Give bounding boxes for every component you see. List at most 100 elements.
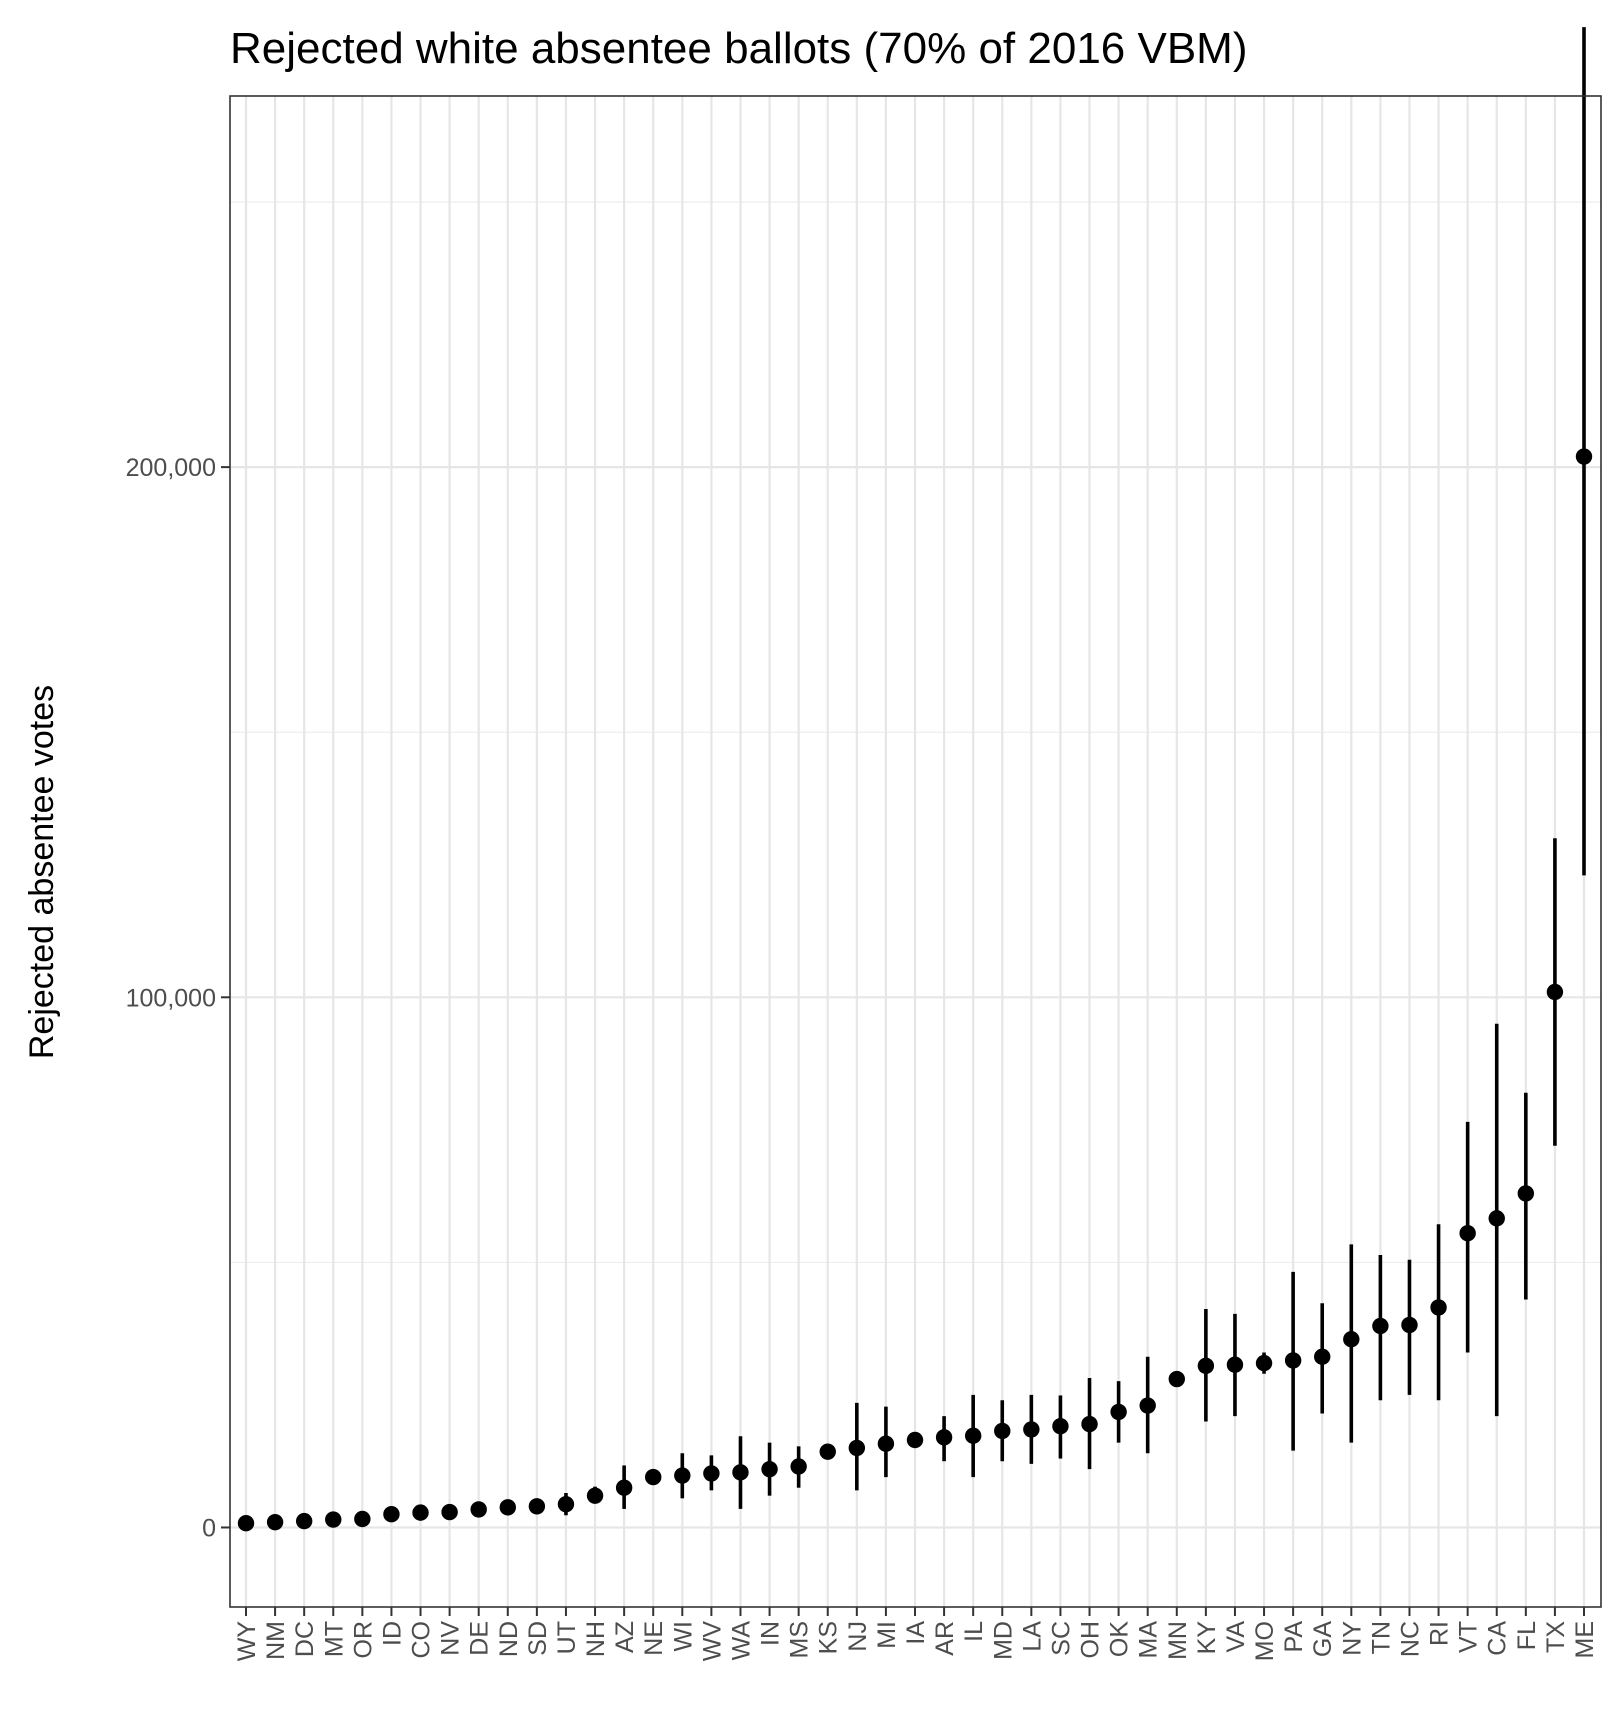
x-tick-label-ri: RI [1426,1621,1454,1646]
x-tick-label-mt: MT [320,1621,348,1657]
point-tx [1546,983,1564,1001]
x-tick-label-tx: TX [1542,1621,1570,1653]
x-tick-label-va: VA [1222,1621,1250,1653]
point-nj [848,1439,866,1457]
x-tick-label-id: ID [378,1621,406,1646]
point-ks [819,1443,836,1460]
x-tick-label-wv: WV [698,1621,726,1662]
point-de [470,1501,487,1518]
chart-title: Rejected white absentee ballots (70% of … [230,24,1247,73]
point-nh [586,1487,604,1504]
x-tick-label-me: ME [1571,1621,1599,1659]
x-tick-label-ma: MA [1135,1621,1163,1659]
point-in [761,1460,778,1478]
x-tick-label-sc: SC [1047,1621,1075,1656]
x-tick-label-az: AZ [611,1621,639,1653]
y-tick-label: 100,000 [126,984,216,1012]
x-tick-label-ga: GA [1309,1621,1337,1657]
point-ri [1430,1299,1447,1316]
grid [230,96,1601,1607]
point-dc [295,1512,313,1530]
point-pa [1284,1352,1302,1369]
point-ia [906,1431,924,1449]
x-tick-label-mo: MO [1251,1621,1279,1661]
x-tick-label-la: LA [1018,1621,1046,1652]
x-tick-label-ut: UT [553,1621,581,1654]
point-ga [1314,1348,1331,1365]
point-co [412,1504,429,1521]
point-tn [1372,1317,1389,1335]
point-nv [441,1503,458,1521]
point-ne [645,1468,662,1486]
point-mo [1255,1354,1273,1372]
point-wi [674,1467,691,1484]
point-md [994,1422,1011,1440]
point-id [383,1506,400,1523]
point-or [354,1510,371,1528]
x-tick-label-ok: OK [1106,1621,1134,1657]
x-tick-label-ca: CA [1484,1621,1512,1656]
x-tick-label-fl: FL [1513,1621,1541,1650]
x-tick-label-nc: NC [1396,1621,1424,1657]
x-tick-label-or: OR [349,1621,377,1659]
point-oh [1081,1415,1098,1433]
x-tick-label-mi: MI [873,1621,901,1649]
x-tick-label-ks: KS [815,1621,843,1654]
y-axis-label: Rejected absentee votes [23,685,61,1059]
point-ut [557,1495,575,1513]
point-nd [499,1499,516,1516]
point-vt [1459,1225,1476,1242]
x-tick-label-il: IL [960,1621,988,1642]
x-tick-label-md: MD [989,1621,1017,1660]
point-wv [703,1465,720,1482]
x-tick-label-ms: MS [786,1621,814,1659]
x-tick-label-de: DE [466,1621,494,1656]
point-nc [1401,1316,1418,1334]
point-ms [790,1458,807,1475]
point-wy [237,1515,255,1532]
x-tick-label-nv: NV [437,1621,465,1656]
point-ok [1110,1403,1127,1421]
point-sd [528,1498,546,1515]
point-me [1575,448,1593,465]
x-tick-label-oh: OH [1077,1621,1105,1659]
x-tick-label-wy: WY [233,1621,261,1662]
point-mn [1168,1370,1185,1388]
x-tick-label-dc: DC [291,1621,319,1657]
x-tick-label-ny: NY [1338,1621,1366,1656]
x-tick-label-nm: NM [262,1621,290,1660]
x-tick-label-wa: WA [727,1621,755,1661]
x-tick-label-pa: PA [1280,1621,1308,1653]
x-tick-label-in: IN [757,1621,785,1646]
point-sc [1052,1418,1069,1435]
point-ny [1343,1331,1360,1348]
x-tick-label-vt: VT [1455,1621,1483,1653]
point-mi [877,1435,895,1452]
point-az [615,1479,633,1496]
point-wa [732,1464,749,1481]
point-ca [1488,1210,1505,1227]
x-tick-label-sd: SD [524,1621,552,1656]
point-la [1023,1421,1040,1438]
point-nm [266,1513,284,1531]
point-va [1226,1356,1244,1373]
x-tick-label-nj: NJ [844,1621,872,1652]
x-tick-label-nd: ND [495,1621,523,1657]
point-fl [1517,1185,1535,1202]
x-tick-label-ne: NE [640,1621,668,1656]
point-mt [325,1511,342,1528]
point-ma [1139,1397,1156,1414]
x-tick-label-co: CO [408,1621,436,1659]
data-layer [237,27,1593,1532]
x-tick-label-ia: IA [902,1621,930,1645]
y-tick-label: 0 [202,1514,216,1542]
x-tick-label-ar: AR [931,1621,959,1656]
point-ar [935,1429,953,1446]
x-tick-label-tn: TN [1367,1621,1395,1654]
x-tick-label-wi: WI [669,1621,697,1652]
point-il [964,1427,982,1444]
x-tick-label-mn: MN [1164,1621,1192,1660]
